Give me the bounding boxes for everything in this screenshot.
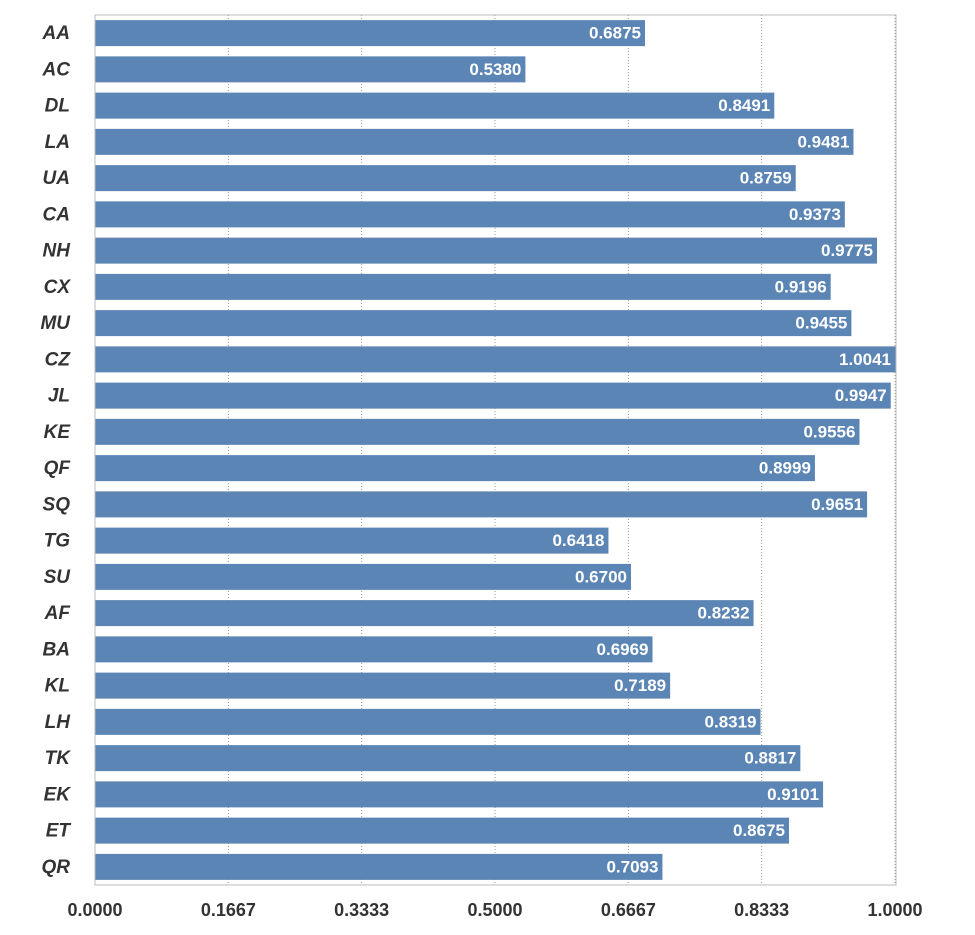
bars [95, 20, 896, 880]
x-tick-label: 0.8333 [734, 900, 789, 920]
y-tick-label: DL [45, 96, 70, 117]
y-tick-label: EK [44, 784, 72, 805]
bar [95, 745, 801, 772]
value-label: 0.9947 [835, 386, 887, 405]
bar [95, 853, 663, 880]
value-label: 0.9481 [797, 132, 849, 151]
bar [95, 636, 653, 663]
bar [95, 491, 868, 518]
value-label: 0.8817 [744, 749, 796, 768]
bar [95, 382, 891, 409]
bar [95, 201, 845, 228]
y-tick-label: AA [42, 23, 70, 44]
y-tick-label: JL [48, 386, 70, 407]
value-label: 0.9455 [795, 314, 847, 333]
y-tick-label: NH [43, 241, 72, 262]
x-tick-label: 0.1667 [201, 900, 256, 920]
bar [95, 310, 852, 337]
y-tick-label: TG [44, 531, 71, 552]
bar [95, 600, 754, 627]
y-tick-label: AF [44, 603, 72, 624]
bar [95, 20, 645, 47]
x-tick-label: 0.0000 [67, 900, 122, 920]
value-label: 0.9775 [821, 241, 873, 260]
bar [95, 817, 789, 844]
bar [95, 92, 775, 119]
y-tick-label: KE [44, 422, 72, 443]
value-label: 0.6875 [589, 24, 641, 43]
x-tick-label: 0.3333 [334, 900, 389, 920]
x-tick-label: 1.0000 [867, 900, 922, 920]
value-label: 0.8491 [718, 96, 770, 115]
y-tick-label: QF [44, 458, 72, 479]
value-label: 0.9373 [789, 205, 841, 224]
y-tick-label: KL [45, 676, 70, 697]
y-tick-label: BA [43, 639, 70, 660]
value-label: 0.8319 [705, 712, 757, 731]
value-label: 1.0041 [839, 350, 891, 369]
y-tick-label: CA [43, 204, 70, 225]
y-tick-label: LH [45, 712, 72, 733]
y-tick-label: TK [45, 748, 72, 769]
y-tick-label: ET [46, 821, 72, 842]
bar [95, 455, 815, 482]
x-tick-label: 0.5000 [467, 900, 522, 920]
bar [95, 128, 854, 155]
x-tick-label: 0.6667 [601, 900, 656, 920]
value-label: 0.8232 [698, 604, 750, 623]
value-label: 0.9196 [775, 277, 827, 296]
value-label: 0.6418 [552, 531, 604, 550]
bar [95, 237, 877, 264]
bar [95, 346, 896, 373]
bar [95, 56, 526, 83]
y-tick-label: SU [44, 567, 72, 588]
value-label: 0.6969 [597, 640, 649, 659]
y-tick-label: QR [42, 857, 71, 878]
y-tick-label: CX [44, 277, 72, 298]
y-tick-label: SQ [43, 494, 71, 515]
bar [95, 781, 824, 808]
value-label: 0.8999 [759, 459, 811, 478]
y-tick-label: UA [43, 168, 70, 189]
value-label: 0.7189 [614, 676, 666, 695]
y-tick-label: CZ [45, 349, 72, 370]
bar [95, 418, 860, 445]
y-tick-label: MU [40, 313, 71, 334]
value-label: 0.7093 [606, 857, 658, 876]
bar [95, 165, 796, 192]
bar [95, 273, 831, 300]
grid [94, 15, 896, 885]
y-tick-label: LA [45, 132, 70, 153]
plot-frame [94, 14, 897, 886]
bar [95, 563, 631, 590]
value-label: 0.5380 [469, 60, 521, 79]
value-label: 0.9101 [767, 785, 819, 804]
bar [95, 672, 671, 699]
bar [95, 527, 609, 554]
y-tick-label: AC [42, 59, 71, 80]
labels: 0.0000 0.1667 0.3333 0.5000 0.6667 0.8333 1.00… [40, 23, 922, 920]
value-label: 0.8759 [740, 169, 792, 188]
value-label: 0.9651 [811, 495, 863, 514]
value-label: 0.8675 [733, 821, 785, 840]
value-label: 0.9556 [803, 422, 855, 441]
bar [95, 708, 761, 735]
value-label: 0.6700 [575, 567, 627, 586]
